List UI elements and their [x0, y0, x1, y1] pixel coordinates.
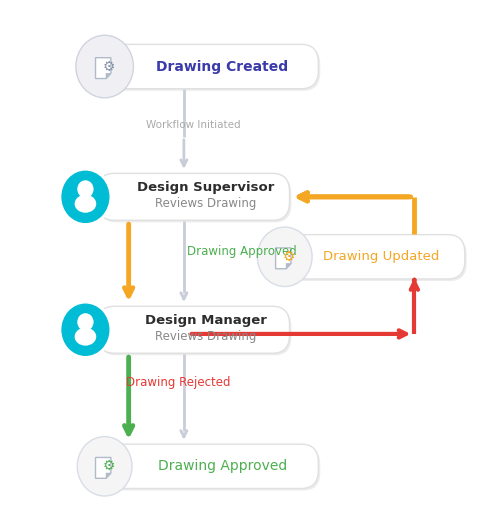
Text: Reviews Drawing: Reviews Drawing — [155, 196, 256, 210]
FancyBboxPatch shape — [284, 237, 467, 281]
Circle shape — [77, 180, 94, 198]
FancyBboxPatch shape — [107, 444, 318, 488]
FancyBboxPatch shape — [109, 47, 320, 91]
FancyBboxPatch shape — [98, 307, 289, 353]
FancyBboxPatch shape — [109, 446, 320, 490]
Text: Reviews Drawing: Reviews Drawing — [155, 330, 256, 343]
Text: Drawing Updated: Drawing Updated — [323, 250, 439, 263]
Circle shape — [60, 302, 111, 357]
Circle shape — [77, 313, 94, 331]
Text: Drawing Created: Drawing Created — [156, 60, 288, 73]
Text: Drawing Rejected: Drawing Rejected — [126, 376, 231, 389]
Circle shape — [60, 169, 111, 224]
Polygon shape — [106, 473, 111, 478]
Text: ⚙: ⚙ — [102, 460, 115, 473]
FancyBboxPatch shape — [107, 45, 318, 89]
Circle shape — [76, 35, 133, 98]
Polygon shape — [96, 457, 111, 478]
Ellipse shape — [74, 195, 96, 213]
Ellipse shape — [74, 328, 96, 346]
Polygon shape — [96, 58, 111, 79]
Circle shape — [257, 227, 312, 287]
Text: Drawing Approved: Drawing Approved — [157, 460, 287, 473]
Polygon shape — [286, 264, 291, 269]
Text: ⚙: ⚙ — [282, 250, 295, 264]
Text: Drawing Approved: Drawing Approved — [186, 245, 297, 258]
Polygon shape — [276, 248, 291, 269]
FancyBboxPatch shape — [283, 235, 465, 279]
FancyBboxPatch shape — [99, 176, 291, 222]
Text: Design Manager: Design Manager — [144, 314, 267, 327]
Text: Design Supervisor: Design Supervisor — [137, 181, 274, 194]
FancyBboxPatch shape — [98, 173, 289, 220]
FancyBboxPatch shape — [99, 309, 291, 355]
Polygon shape — [106, 73, 111, 79]
Circle shape — [77, 436, 132, 496]
Text: ⚙: ⚙ — [102, 60, 115, 73]
Text: Workflow Initiated: Workflow Initiated — [146, 120, 241, 130]
